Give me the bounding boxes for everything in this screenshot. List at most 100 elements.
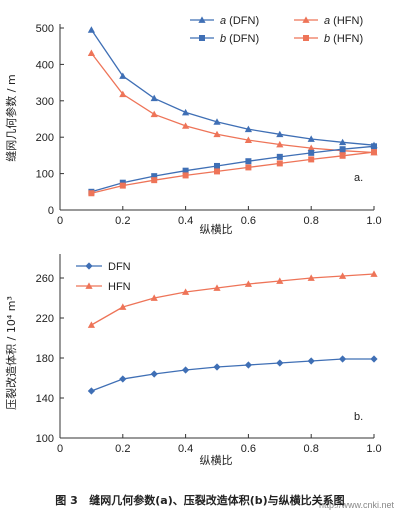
panel-a-legend-a-dfn-marker — [198, 16, 206, 23]
panel-b-x-tick-label: 0.4 — [178, 443, 193, 455]
panel-a-series-a-hfn-point — [119, 90, 127, 98]
panel-b-series-dfn-point — [87, 387, 95, 395]
panel-b-x-tick-label: 0 — [57, 443, 63, 455]
panel-a-series-b-hfn-line — [91, 151, 375, 194]
panel-a-series-b-hfn-point — [182, 172, 189, 179]
panel-b-series-dfn-point — [244, 361, 252, 369]
panel-a-y-tick-label: 500 — [36, 23, 54, 35]
panel-a-series-b-hfn-point — [151, 177, 158, 184]
panel-b-legend-hfn-marker — [85, 282, 93, 289]
panel-a-label: a. — [354, 172, 363, 184]
panel-b-series-dfn-point — [276, 359, 284, 367]
panel-b-legend-hfn-label: HFN — [108, 281, 131, 293]
panel-a-series-a-dfn-point — [150, 94, 158, 102]
panel-a-series-a-dfn-point — [119, 72, 127, 79]
panel-b-series-hfn-point — [119, 303, 127, 310]
panel-b-x-tick-label: 0.2 — [115, 443, 130, 455]
watermark: http://www.cnki.net — [319, 500, 395, 510]
panel-b-series-hfn-point — [213, 284, 221, 291]
panel-a-series-a-dfn-point — [182, 108, 190, 116]
panel-a-x-tick-label: 1.0 — [366, 215, 381, 227]
figure-caption: 图 3 缝网几何参数(a)、压裂改造体积(b)与纵横比关系图 — [55, 494, 345, 507]
panel-a-y-tick-label: 100 — [36, 169, 54, 181]
panel-b-series-dfn-point — [339, 355, 347, 363]
panel-a-series-b-hfn-point — [276, 160, 283, 167]
panel-b-series-dfn-line — [91, 358, 374, 392]
panel-a-y-tick-label: 200 — [36, 132, 54, 144]
panel-a-series-a-dfn-line — [90, 29, 375, 146]
panel-a-x-tick-label: 0 — [57, 215, 63, 227]
panel-a-legend-b-hfn-label: b (HFN) — [324, 33, 363, 45]
panel-b-y-axis-title: 压裂改造体积 / 10⁴ m³ — [4, 296, 18, 410]
panel-a-series-b-hfn-point — [308, 156, 315, 163]
panel-b-legend-dfn-marker — [85, 262, 93, 270]
panel-a-legend-b-hfn-marker — [303, 35, 309, 41]
panel-a-series-b-dfn-line — [91, 145, 375, 193]
panel-a-series-a-hfn-point — [276, 140, 284, 148]
panel-b-series-dfn-point — [119, 375, 127, 383]
panel-a-series-a-dfn-point — [213, 118, 221, 125]
panel-b-series-hfn-point — [307, 274, 315, 281]
panel-a-series-b-dfn-point — [308, 149, 315, 156]
panel-a-series-a-hfn-point — [87, 49, 95, 56]
panel-a-series-a-hfn-point — [213, 130, 221, 138]
panel-a-x-tick-label: 0.6 — [241, 215, 256, 227]
panel-a-series-a-dfn-point — [276, 130, 284, 138]
panel-b-series-dfn-point — [182, 366, 190, 374]
panel-b-series-hfn-point — [182, 288, 190, 295]
panel-b-series-hfn-point — [244, 280, 252, 287]
panel-a-series-b-dfn-point — [371, 143, 377, 150]
panel-b-label: b. — [354, 411, 363, 423]
panel-b-x-axis-title: 纵横比 — [200, 453, 233, 467]
panel-a-legend-a-hfn-label: a (HFN) — [324, 15, 363, 27]
panel-a-series-b-dfn-point — [182, 167, 189, 174]
panel-a-legend-b-dfn-marker — [199, 35, 205, 41]
panel-a-series-b-hfn-point — [339, 152, 346, 159]
panel-b-series-hfn-point — [150, 294, 158, 301]
panel-a-series-b-dfn-point — [339, 146, 346, 153]
panel-b-x-tick-label: 0.6 — [241, 443, 256, 455]
panel-b-x-tick-label: 0.8 — [304, 443, 319, 455]
panel-b-series-hfn-point — [87, 321, 95, 328]
panel-a-x-tick-label: 0.4 — [178, 215, 193, 227]
panel-a-series-a-hfn-point — [244, 136, 252, 143]
panel-a-series-a-dfn-point — [244, 125, 252, 133]
panel-b-y-tick-label: 140 — [36, 393, 54, 405]
panel-a-series-b-hfn-point — [245, 164, 252, 171]
panel-a-series-b-dfn-point — [245, 158, 252, 165]
panel-a-series-b-hfn-point — [119, 182, 126, 189]
panel-b-series-hfn-point — [276, 277, 284, 284]
panel-a-series-a-hfn-line — [90, 52, 375, 154]
panel-a-legend-b-dfn-label: b (DFN) — [220, 33, 259, 45]
panel-a-series-a-dfn-point — [339, 138, 347, 146]
panel-a-series-b-hfn-point — [88, 190, 95, 197]
panel-a-series-a-hfn-point — [182, 122, 190, 129]
panel-a-series-a-dfn-point — [87, 26, 95, 33]
panel-b-legend-dfn-label: DFN — [108, 261, 131, 273]
panel-a-y-tick-label: 300 — [36, 96, 54, 108]
chart-panel-b: 压裂改造体积 / 10⁴ m³ b. 纵横比 100 140 180 220 260 0 0… — [4, 254, 382, 467]
panel-a-series-b-dfn-point — [214, 162, 220, 169]
panel-b-series-dfn-point — [150, 370, 158, 378]
panel-a-x-tick-label: 0.8 — [304, 215, 319, 227]
panel-b-series-hfn-line — [91, 273, 375, 326]
panel-a-series-b-dfn-point — [151, 173, 158, 180]
panel-b-series-dfn-point — [213, 363, 221, 371]
panel-a-series-a-hfn-point — [307, 144, 315, 151]
panel-b-series-hfn-point — [370, 270, 378, 277]
panel-b-x-tick-label: 1.0 — [366, 443, 381, 455]
panel-b-series-dfn-point — [307, 357, 315, 365]
panel-a-y-tick-label: 400 — [36, 59, 54, 71]
panel-a-y-tick-label: 0 — [48, 205, 54, 217]
chart-panel-a: 缝网几何参数 / m a. 0 100 200 300 400 500 0 0.2 0.4 0.6… — [4, 15, 382, 227]
panel-b-y-tick-label: 260 — [36, 273, 54, 285]
panel-a-x-axis-title: 纵横比 — [200, 222, 233, 236]
panel-a-legend-a-hfn-marker — [302, 16, 310, 23]
panel-a-x-tick-label: 0.2 — [115, 215, 130, 227]
panel-a-series-a-dfn-point — [307, 135, 315, 142]
panel-b-series-hfn-point — [339, 272, 347, 279]
panel-b-y-tick-label: 100 — [36, 433, 54, 445]
panel-a-series-b-hfn-point — [214, 168, 220, 175]
panel-b-series-dfn-point — [370, 355, 378, 363]
